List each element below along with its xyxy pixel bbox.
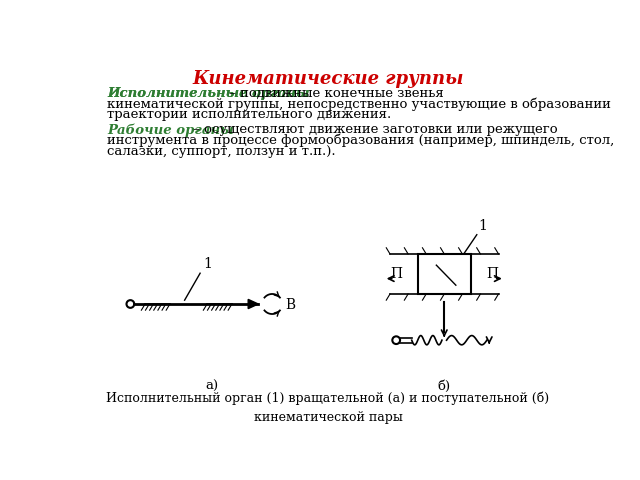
Text: б): б) xyxy=(438,380,451,393)
Text: 1: 1 xyxy=(204,257,212,271)
Text: салазки, суппорт, ползун и т.п.).: салазки, суппорт, ползун и т.п.). xyxy=(107,144,336,157)
Text: П: П xyxy=(486,267,499,281)
Text: Исполнительные органы –: Исполнительные органы – xyxy=(107,87,296,100)
Text: Исполнительный орган (1) вращательной (а) и поступательной (б)
кинематической па: Исполнительный орган (1) вращательной (а… xyxy=(106,392,550,424)
Text: Кинематические группы: Кинематические группы xyxy=(192,70,464,88)
Text: П: П xyxy=(390,267,402,281)
Polygon shape xyxy=(248,300,259,309)
Text: Исполнительные органы: Исполнительные органы xyxy=(107,87,310,100)
Text: кинематической группы, непосредственно участвующие в образовании: кинематической группы, непосредственно у… xyxy=(107,97,611,111)
Bar xyxy=(418,254,470,294)
Text: а): а) xyxy=(205,380,218,393)
Text: В: В xyxy=(285,298,296,312)
Text: 1: 1 xyxy=(478,219,487,233)
Text: инструмента в процессе формообразования (например, шпиндель, стол,: инструмента в процессе формообразования … xyxy=(107,134,614,147)
Text: Рабочие органы: Рабочие органы xyxy=(107,123,234,136)
Text: – подвижные конечные звенья: – подвижные конечные звенья xyxy=(225,87,444,100)
Text: Исполнительные органы: Исполнительные органы xyxy=(107,87,310,100)
Text: – осуществляют движение заготовки или режущего: – осуществляют движение заготовки или ре… xyxy=(189,123,558,136)
Text: траектории исполнительного движения.: траектории исполнительного движения. xyxy=(107,108,392,121)
